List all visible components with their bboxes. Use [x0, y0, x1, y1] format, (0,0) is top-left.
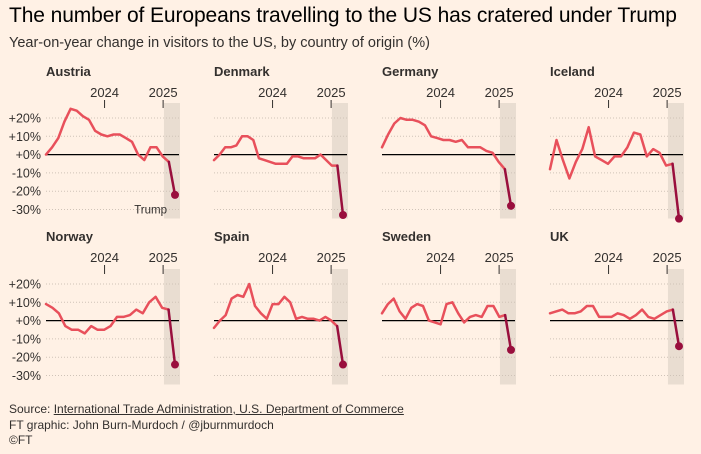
last-point	[339, 360, 347, 369]
y-tick-label: +20%	[9, 112, 41, 126]
x-tick-label: 2025	[653, 250, 682, 265]
source-prefix: Source:	[9, 402, 54, 416]
last-point	[507, 201, 515, 210]
y-tick-label: -20%	[12, 185, 41, 199]
x-tick-label: 2024	[426, 85, 455, 100]
y-tick-label: +10%	[9, 130, 41, 144]
x-tick-label: 2024	[258, 250, 287, 265]
y-tick-label: +10%	[9, 296, 41, 310]
series-line	[380, 297, 507, 326]
x-tick-label: 2024	[90, 85, 119, 100]
last-point	[339, 210, 347, 219]
trump-drop-line	[167, 308, 177, 366]
credit-line: FT graphic: John Burn-Murdoch / @jburnmu…	[9, 417, 274, 432]
panel-germany: Germany 2024 2025	[380, 64, 516, 219]
x-tick-label: 2024	[426, 250, 455, 265]
source-notes: Source: International Trade Administrati…	[9, 402, 404, 449]
trump-era-shade	[331, 269, 348, 385]
panel-norway: Norway 2024 2025 +20% +10% +0% -10% -20% -30%	[9, 229, 180, 385]
series-line	[380, 116, 507, 171]
series-line	[44, 295, 170, 335]
series-line	[548, 304, 675, 321]
y-tick-label: -10%	[12, 166, 41, 180]
panel-spain: Spain 2024 2025	[212, 229, 348, 385]
y-tick-label: +0%	[16, 314, 41, 328]
series-line	[548, 125, 674, 180]
trump-drop-line	[503, 313, 513, 352]
x-tick-label: 2025	[317, 85, 346, 100]
y-tick-label: -20%	[12, 351, 41, 365]
source-link[interactable]: International Trade Administration, U.S.…	[53, 402, 404, 416]
panel-title: Sweden	[382, 229, 431, 244]
panel-denmark: Denmark 2024 2025	[212, 64, 348, 219]
x-tick-label: 2025	[149, 250, 178, 265]
y-tick-label: -30%	[12, 203, 41, 217]
panel-title: Iceland	[550, 64, 595, 79]
x-tick-label: 2024	[90, 250, 119, 265]
trump-era-shade	[163, 103, 180, 219]
trump-drop-line	[671, 308, 681, 348]
series-line	[212, 135, 339, 167]
trump-drop-line	[335, 324, 345, 366]
panel-iceland: Iceland 2024 2025	[548, 64, 684, 223]
trump-era-shade	[667, 103, 684, 219]
trump-era-shade	[163, 269, 180, 385]
panel-uk: UK 2024 2025	[548, 229, 684, 385]
x-tick-label: 2025	[485, 250, 514, 265]
y-tick-label: +0%	[16, 148, 41, 162]
trump-era-shade	[499, 103, 516, 219]
panel-title: Norway	[46, 229, 94, 244]
trump-drop-line	[167, 160, 177, 197]
trump-annotation: Trump	[134, 205, 167, 217]
y-tick-label: -10%	[12, 332, 41, 346]
chart-title: The number of Europeans travelling to th…	[9, 4, 677, 27]
x-tick-label: 2024	[594, 250, 623, 265]
x-tick-label: 2025	[317, 250, 346, 265]
x-tick-label: 2024	[258, 85, 287, 100]
panel-austria: Austria 2024 2025 +20% +10% +0% -10% -20% -30% Tr…	[9, 64, 180, 219]
trump-drop-line	[671, 162, 681, 220]
last-point	[171, 190, 179, 199]
x-tick-label: 2025	[485, 85, 514, 100]
last-point	[171, 360, 179, 369]
trump-drop-line	[336, 164, 345, 217]
source-line: Source: International Trade Administrati…	[9, 402, 404, 418]
last-point	[675, 342, 683, 351]
panel-title: Spain	[214, 229, 249, 244]
x-tick-label: 2025	[653, 85, 682, 100]
small-multiples-chart: Austria 2024 2025 +20% +10% +0% -10% -20% -30% Tr…	[9, 64, 684, 385]
x-tick-label: 2024	[594, 85, 623, 100]
trump-drop-line	[503, 167, 513, 208]
y-tick-label: -30%	[12, 369, 41, 383]
chart-subtitle: Year-on-year change in visitors to the U…	[9, 35, 430, 51]
y-tick-label: +20%	[9, 278, 41, 292]
last-point	[507, 345, 515, 354]
panel-sweden: Sweden 2024 2025	[380, 229, 516, 385]
last-point	[675, 214, 683, 223]
panel-title: UK	[550, 229, 569, 244]
copyright: ©FT	[9, 433, 33, 447]
trump-era-shade	[331, 103, 348, 219]
x-tick-label: 2025	[149, 85, 178, 100]
panel-title: Austria	[46, 64, 92, 79]
panel-title: Germany	[382, 64, 439, 79]
series-line	[212, 282, 339, 330]
panel-title: Denmark	[214, 64, 270, 79]
series-line	[44, 107, 171, 164]
